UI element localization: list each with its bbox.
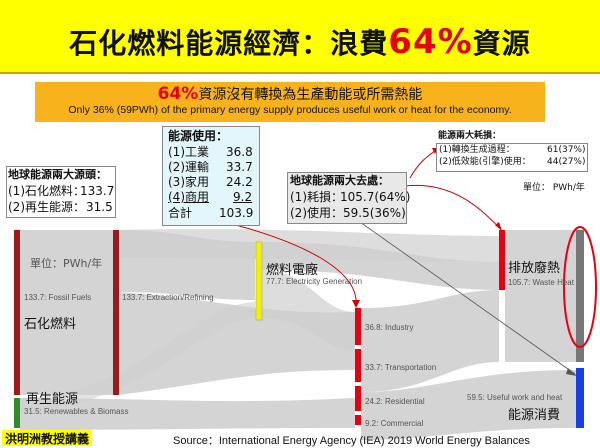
transport-bar [355,349,361,382]
title-highlight: 64% [388,22,473,62]
header-bar [0,0,600,72]
banner-zh: 資源沒有轉換為生產動能或所需熱能 [198,87,423,103]
energy-use-box [162,126,260,226]
waste-heat-label: 105.7: Waste Heat [508,278,574,287]
arrow-useful-head [566,368,577,376]
loss-row-2-label: (2)低效能(引擎)使用： [439,157,531,167]
fossil-value-label: 133.7: Fossil Fuels [24,293,92,302]
renewables-zh-label: 再生能源 [26,392,79,407]
waste-heat-highlight [563,226,597,348]
arrow-energy-use [215,219,357,307]
transport-label: 33.7: Transportation [365,363,437,372]
summary-banner [35,82,545,122]
useful-zh-label: 能源消費 [508,408,561,423]
banner-en: Only 36% (59PWh) of the primary energy s… [68,104,512,116]
loss-row-2-value: 44(27%) [547,157,586,167]
residential-label: 24.2: Residential [365,397,425,406]
loss-row-1-value: 61(37%) [547,145,586,155]
power-plant-label: 77.7: Electricity Generation [266,277,363,286]
sources-row-1-label: (1)石化燃料： [8,184,85,198]
extraction-bar [113,230,119,395]
extraction-label: 133.7: Extraction/Refining [122,293,214,302]
fossil-bar [14,230,20,395]
destinations-row-2-value: 59.5(36%) [343,206,406,220]
destinations-row-1-value: 105.7(64%) [340,190,411,204]
renewables-label: 31.5: Renewables & Biomass [24,407,129,416]
energy-use-row-1-label: (1)工業 [168,145,209,159]
waste-zh-label: 排放廢熱 [508,261,561,276]
arrow-loss-head [495,222,502,231]
destinations-row-2-label: (2)使用： [290,206,343,220]
header-divider [0,72,600,74]
flow-renewables [20,398,355,430]
arrow-useful [359,221,576,375]
energy-use-row-4-label: (4)商用 [168,190,209,204]
useful-label: 59.5: Useful work and heat [467,393,563,402]
commercial-bar [355,415,361,425]
source-citation: Source：International Energy Agency (IEA)… [173,435,530,447]
banner-zh-line: 64%資源沒有轉換為生產動能或所需熱能 [35,84,545,104]
fossil-label: 石化燃料 [24,317,77,332]
flow-enduse-waste [361,290,499,392]
arrow-loss [404,184,501,229]
sources-row-1-value: 133.7 [80,184,115,198]
waste-heat-bar [576,230,584,362]
sources-row-2-value: 31.5 [86,200,113,214]
energy-use-row-2-label: (2)運輸 [168,160,209,174]
flow-renewables-power [20,302,255,412]
loss-title: 能源兩大耗損： [438,131,502,141]
loss-box [436,143,588,172]
destinations-box [287,172,407,224]
renewables-bar [14,398,20,428]
energy-use-total-label: 合計 [168,206,193,220]
industry-bar [355,308,361,345]
arrow-energy-use-head [352,300,360,308]
industry-label: 36.8: Industry [365,323,414,332]
loss-row-1-label: (1)轉換生成過程： [439,145,515,155]
title-suffix: 資源 [472,27,531,60]
sources-row-2-label: (2)再生能源： [8,200,85,214]
flow-waste-heat [505,230,576,362]
energy-use-row-1-value: 36.8 [226,145,253,159]
destinations-row-1-label: (1)耗損： [290,190,343,204]
residential-bar [355,386,361,411]
sources-title: 地球能源兩大源頭： [8,168,107,181]
power-plant-bar [255,241,263,321]
destinations-title: 地球能源兩大去處： [290,174,389,187]
title-prefix: 石化燃料能源經濟：浪費 [69,27,389,60]
sources-box [6,166,116,218]
banner-pct: 64% [157,84,199,104]
energy-use-row-3-label: (3)家用 [168,175,209,189]
page-title: 石化燃料能源經濟：浪費64%資源 [0,22,600,62]
energy-use-total-value: 103.9 [219,206,254,220]
arrow-loss-box [409,149,437,179]
flow-power-enduse [262,270,355,350]
professor-label: 洪明洲教授講義 [2,430,93,446]
waste-bar [499,230,505,290]
unit-label-left: 單位：PWh/年 [30,257,103,270]
unit-label-right: 單位： PWh/年 [523,183,585,193]
energy-use-title: 能源使用： [168,129,229,143]
energy-use-row-3-value: 24.2 [226,175,253,189]
commercial-label: 9.2: Commercial [365,419,424,428]
energy-use-row-4-value: 9.2 [233,190,253,204]
power-plant-zh-label: 燃料電廠 [266,263,319,278]
flow-enduse-useful [361,370,576,440]
useful-bar [576,368,584,428]
energy-use-row-2-value: 33.7 [226,160,253,174]
flow-fossil-extraction [20,230,113,395]
